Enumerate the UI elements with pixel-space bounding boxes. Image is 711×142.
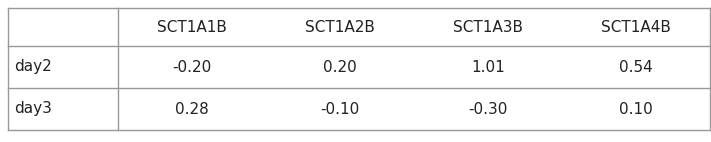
Text: 1.01: 1.01 (471, 59, 505, 75)
Text: SCT1A4B: SCT1A4B (601, 19, 671, 35)
Text: day2: day2 (14, 59, 52, 75)
Text: 0.20: 0.20 (323, 59, 357, 75)
Text: -0.30: -0.30 (469, 102, 508, 116)
Text: day3: day3 (14, 102, 52, 116)
Text: 0.54: 0.54 (619, 59, 653, 75)
Text: SCT1A1B: SCT1A1B (157, 19, 227, 35)
Text: -0.10: -0.10 (321, 102, 360, 116)
Text: SCT1A3B: SCT1A3B (453, 19, 523, 35)
Text: SCT1A2B: SCT1A2B (305, 19, 375, 35)
Text: 0.28: 0.28 (175, 102, 209, 116)
Bar (8, 8, 710, 130)
Text: 0.10: 0.10 (619, 102, 653, 116)
Text: -0.20: -0.20 (172, 59, 212, 75)
